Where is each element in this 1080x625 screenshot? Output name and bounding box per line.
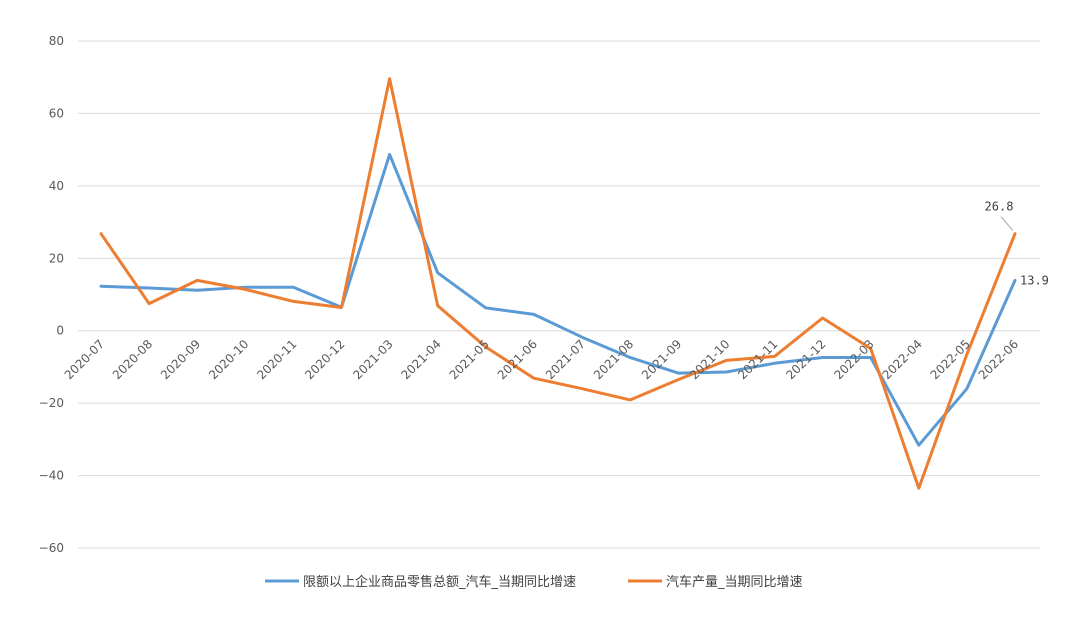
data-point — [821, 356, 824, 359]
x-axis-ticks: 2020-07 2020-08 2020-09 2020-10 2020-11 2020-… — [62, 337, 1021, 382]
data-point — [677, 372, 680, 375]
data-point — [148, 302, 151, 305]
data-point — [917, 444, 920, 447]
data-point — [629, 356, 632, 359]
legend-item-2[interactable]: 汽车产量_当期同比增速 — [628, 574, 803, 590]
data-point — [100, 285, 103, 288]
data-point — [292, 300, 295, 303]
data-point — [1014, 279, 1017, 282]
x-tick-label: 2020-08 — [110, 337, 155, 382]
x-tick-label: 2020-10 — [206, 337, 251, 382]
data-point — [292, 286, 295, 289]
data-point — [677, 378, 680, 381]
data-point — [629, 398, 632, 401]
data-label-leader — [1000, 216, 1014, 231]
y-tick-label: −40 — [39, 469, 64, 483]
y-tick-label: 60 — [49, 106, 64, 120]
data-point — [388, 153, 391, 156]
y-tick-label: 40 — [49, 179, 64, 193]
legend-label: 汽车产量_当期同比增速 — [666, 574, 803, 590]
data-point — [581, 387, 584, 390]
y-tick-label: −20 — [39, 396, 64, 410]
data-point — [581, 336, 584, 339]
x-tick-label: 2021-07 — [543, 337, 588, 382]
data-label: 13.9 — [1020, 273, 1049, 287]
gridlines — [78, 40, 1040, 549]
series-line-1 — [99, 152, 1017, 447]
data-point — [100, 232, 103, 235]
data-point — [821, 317, 824, 320]
data-label: 26.8 — [985, 200, 1014, 214]
x-tick-label: 2021-06 — [495, 337, 540, 382]
y-tick-label: −60 — [39, 541, 64, 555]
legend-label: 限额以上企业商品零售总额_汽车_当期同比增速 — [303, 574, 576, 590]
y-tick-label: 0 — [56, 324, 64, 338]
y-axis-ticks: 80 60 40 20 0 −20 −40 −60 — [39, 34, 64, 555]
data-point — [725, 370, 728, 373]
x-tick-label: 2022-04 — [880, 337, 925, 382]
legend[interactable]: 限额以上企业商品零售总额_汽车_当期同比增速 汽车产量_当期同比增速 — [265, 574, 803, 590]
x-tick-label: 2021-05 — [447, 337, 492, 382]
x-tick-label: 2022-03 — [831, 337, 876, 382]
data-point — [436, 271, 439, 274]
series-lines — [99, 77, 1017, 490]
data-point — [532, 313, 535, 316]
x-tick-label: 2020-11 — [254, 337, 299, 382]
data-point — [917, 487, 920, 490]
data-point — [869, 356, 872, 359]
x-tick-label: 2021-09 — [639, 337, 684, 382]
data-point — [773, 362, 776, 365]
x-tick-label: 2020-07 — [62, 337, 107, 382]
data-point — [965, 387, 968, 390]
data-point — [532, 377, 535, 380]
data-point — [196, 279, 199, 282]
data-point — [340, 306, 343, 309]
data-point — [244, 288, 247, 291]
data-point — [1014, 232, 1017, 235]
data-point — [388, 77, 391, 80]
series-line-2 — [99, 77, 1017, 490]
x-tick-label: 2020-12 — [302, 337, 347, 382]
y-tick-label: 80 — [49, 34, 64, 48]
y-tick-label: 20 — [49, 251, 64, 265]
data-point — [148, 286, 151, 289]
x-tick-label: 2020-09 — [158, 337, 203, 382]
data-labels: 13.9 26.8 — [985, 200, 1049, 288]
data-point — [436, 304, 439, 307]
x-tick-label: 2022-06 — [976, 337, 1021, 382]
data-point — [484, 306, 487, 309]
x-tick-label: 2021-04 — [399, 337, 444, 382]
data-point — [773, 355, 776, 358]
x-tick-label: 2021-03 — [350, 337, 395, 382]
data-point — [196, 289, 199, 292]
legend-item-1[interactable]: 限额以上企业商品零售总额_汽车_当期同比增速 — [265, 574, 576, 590]
data-point — [725, 359, 728, 362]
